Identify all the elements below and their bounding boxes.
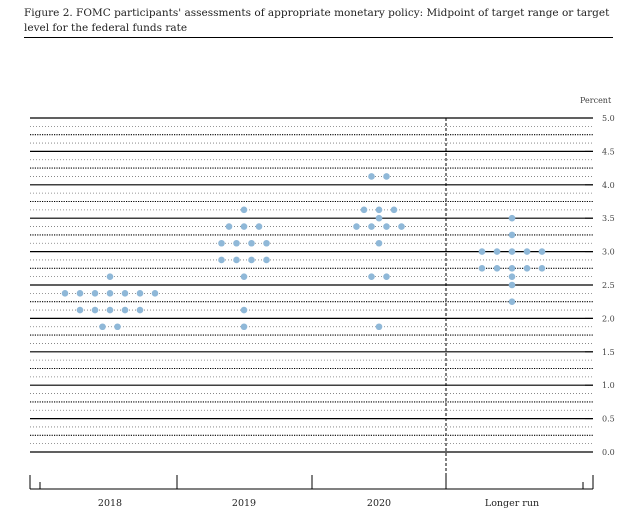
gridlines <box>30 117 593 453</box>
data-point <box>375 206 383 214</box>
data-point <box>398 223 405 230</box>
data-point <box>61 290 69 297</box>
data-point <box>368 273 375 280</box>
y-tick-label: 5.0 <box>602 114 615 123</box>
data-point <box>151 290 159 297</box>
data-point <box>106 290 114 297</box>
data-point <box>353 223 360 230</box>
y-axis-label: Percent <box>580 96 612 105</box>
data-point <box>240 323 248 331</box>
dots <box>61 173 546 331</box>
data-point <box>375 214 383 222</box>
data-point <box>538 265 546 272</box>
data-point <box>523 265 531 272</box>
data-point <box>390 206 398 214</box>
y-tick-label: 2.0 <box>602 314 615 323</box>
title-rule <box>24 37 613 38</box>
data-point <box>493 248 501 255</box>
data-point <box>233 239 240 247</box>
data-point <box>121 306 129 314</box>
data-point <box>383 223 390 230</box>
data-point <box>375 239 383 247</box>
y-tick-label: 0.0 <box>602 448 615 457</box>
data-point <box>136 290 144 297</box>
data-point <box>508 298 516 306</box>
data-point <box>91 290 99 297</box>
data-point <box>76 306 84 314</box>
x-category-label: 2018 <box>98 498 122 509</box>
data-point <box>383 273 390 280</box>
y-tick-label: 4.5 <box>602 147 615 156</box>
data-point <box>508 214 516 222</box>
data-point <box>248 239 255 247</box>
data-point <box>508 248 516 255</box>
y-tick-label: 0.5 <box>602 415 615 424</box>
data-point <box>263 256 270 264</box>
y-tick-label: 1.0 <box>602 381 615 390</box>
data-point <box>233 256 240 264</box>
data-point <box>508 231 516 239</box>
data-point <box>383 173 390 180</box>
data-point <box>121 290 129 297</box>
data-point <box>248 256 255 264</box>
data-point <box>240 206 248 214</box>
data-point <box>478 265 486 272</box>
data-point <box>263 239 270 247</box>
data-point <box>225 223 233 230</box>
x-category-label: 2020 <box>367 498 391 509</box>
x-category-label: 2019 <box>232 498 256 509</box>
data-point <box>255 223 263 230</box>
data-point <box>76 290 84 297</box>
data-point <box>91 306 99 314</box>
data-point <box>240 273 248 280</box>
data-point <box>493 265 501 272</box>
x-category-label: Longer run <box>485 498 539 509</box>
figure-title: Figure 2. FOMC participants' assessments… <box>24 7 610 34</box>
data-point <box>508 265 516 272</box>
data-point <box>508 273 516 280</box>
data-point <box>106 306 114 314</box>
y-tick-label: 4.0 <box>602 181 615 190</box>
data-point <box>538 248 546 255</box>
y-tick-label: 3.5 <box>602 214 615 223</box>
y-tick-label: 1.5 <box>602 348 615 357</box>
data-point <box>368 173 375 180</box>
y-tick-label: 3.0 <box>602 248 615 257</box>
data-point <box>368 223 375 230</box>
y-tick-label: 2.5 <box>602 281 615 290</box>
data-point <box>523 248 531 255</box>
data-point <box>240 306 248 314</box>
data-point <box>375 323 383 331</box>
data-point <box>218 256 225 264</box>
data-point <box>240 223 248 230</box>
data-point <box>508 281 516 289</box>
data-point <box>106 273 114 280</box>
data-point <box>136 306 144 314</box>
data-point <box>99 323 106 331</box>
data-point <box>218 239 225 247</box>
data-point <box>478 248 486 255</box>
data-point <box>360 206 368 214</box>
axes: 0.0 0.5 1.0 1.5 2.0 2.5 3.0 3.5 4.0 4.5 5.0 2018 201… <box>29 114 615 509</box>
data-point <box>114 323 121 331</box>
